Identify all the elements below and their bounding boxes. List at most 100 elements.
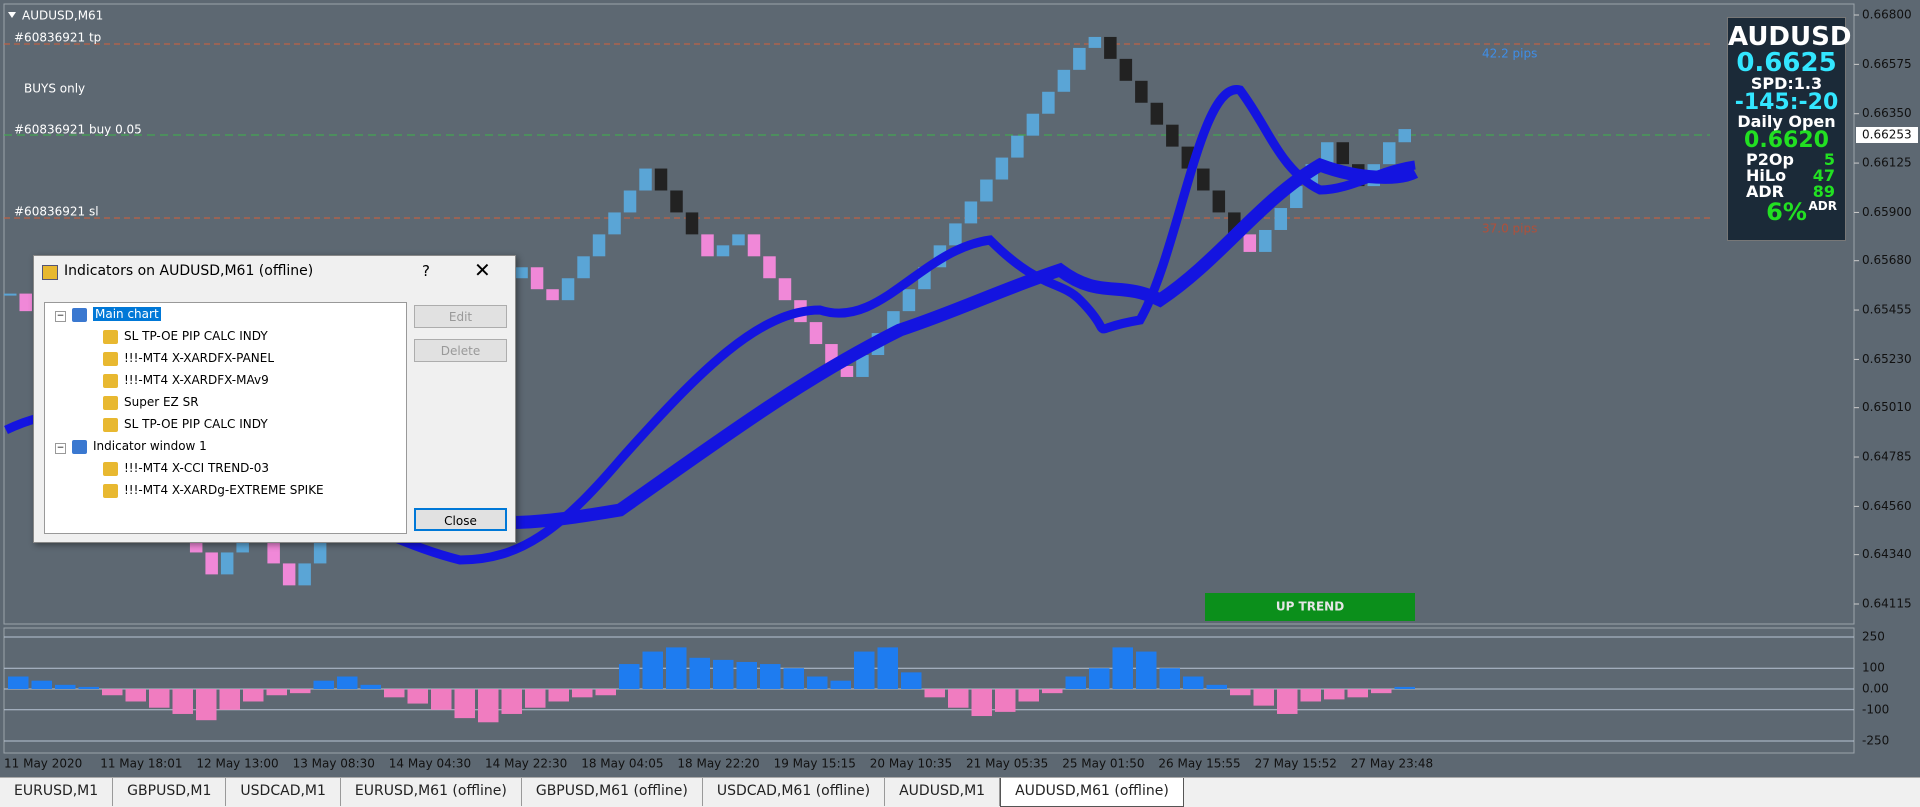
indicator-bar: [783, 668, 804, 689]
indicator-bar: [290, 689, 311, 694]
tp-label: #60836921 tp: [14, 31, 101, 45]
price-tick-label: 0.66575: [1862, 57, 1912, 71]
indicator-bar: [760, 664, 781, 689]
edit-button[interactable]: Edit: [414, 305, 507, 328]
brick: [1104, 36, 1117, 59]
brick: [1011, 135, 1024, 158]
brick: [205, 552, 218, 575]
time-label: 25 May 01:50: [1062, 757, 1144, 771]
brick: [747, 234, 761, 257]
indicator-name: SL TP-OE PIP CALC INDY: [124, 329, 268, 343]
brick: [964, 201, 978, 224]
panel-row-label: P2Op: [1746, 150, 1794, 169]
indicator-icon: [103, 373, 118, 388]
brick: [4, 293, 17, 296]
brick: [1119, 58, 1133, 81]
brick: [1197, 168, 1210, 191]
brick: [763, 256, 776, 279]
indicator-bar: [971, 689, 992, 717]
indicator-bar: [1253, 689, 1274, 706]
indicator-bar: [1394, 686, 1415, 689]
tree-group[interactable]: − Indicator window 1: [55, 437, 207, 455]
chart-tab[interactable]: USDCAD,M61 (offline): [703, 778, 886, 806]
tree-item[interactable]: Super EZ SR: [103, 393, 199, 411]
indicator-bar: [1300, 689, 1321, 702]
indicator-icon: [103, 395, 118, 410]
indicator-name: !!!-MT4 X-XARDFX-PANEL: [124, 351, 275, 365]
indicator-bar: [313, 680, 334, 689]
indicator-bar: [478, 689, 499, 723]
group-name: Main chart: [93, 307, 161, 321]
brick: [1026, 113, 1040, 136]
chart-tab[interactable]: AUDUSD,M61 (offline): [1000, 778, 1184, 807]
indicator-bar: [102, 689, 123, 696]
chart-tab[interactable]: GBPUSD,M1: [113, 778, 227, 806]
indicator-bar: [1183, 676, 1204, 689]
tree-item[interactable]: !!!-MT4 X-XARDFX-PANEL: [103, 349, 274, 367]
tree-item[interactable]: SL TP-OE PIP CALC INDY: [103, 415, 268, 433]
indicator-bar: [8, 676, 29, 689]
delete-button[interactable]: Delete: [414, 339, 507, 362]
indicator-bar: [55, 684, 76, 689]
indicator-bar: [854, 651, 875, 689]
panel-adr: 6% ADR: [1728, 200, 1845, 226]
brick: [716, 245, 730, 257]
indicator-bar: [830, 680, 851, 689]
panel-row-label: HiLo: [1746, 166, 1787, 185]
chart-tab[interactable]: GBPUSD,M61 (offline): [522, 778, 703, 806]
indicator-icon: [103, 461, 118, 476]
indicator-name: SL TP-OE PIP CALC INDY: [124, 417, 268, 431]
indicator-bar: [736, 661, 757, 689]
panel-rows: P2Op 5 HiLo 47 ADR 89: [1728, 152, 1845, 200]
brick: [608, 212, 621, 235]
chart-tab[interactable]: EURUSD,M61 (offline): [341, 778, 522, 806]
indicator-bar: [1324, 689, 1345, 700]
time-label: 12 May 13:00: [196, 757, 278, 771]
tree-item[interactable]: !!!-MT4 X-XARDFX-MAv9: [103, 371, 269, 389]
brick: [1088, 36, 1102, 48]
indicator-bar: [337, 676, 358, 689]
close-button[interactable]: Close: [414, 508, 507, 531]
chart-tab[interactable]: AUDUSD,M1: [885, 778, 1001, 806]
brick: [298, 563, 311, 586]
indicator-bar: [572, 689, 593, 698]
brick: [949, 223, 962, 246]
brick: [282, 563, 296, 586]
symbol-label: AUDUSD,M61: [22, 9, 103, 23]
indicator-bar: [901, 672, 922, 689]
indicator-bar: [525, 689, 546, 708]
tree-item[interactable]: !!!-MT4 X-XARDg-EXTREME SPIKE: [103, 481, 324, 499]
indicator-bar: [1065, 676, 1086, 689]
indicator-bar: [125, 689, 146, 702]
panel-row-value: 89: [1812, 182, 1835, 201]
indicator-bar: [1042, 689, 1063, 694]
close-x[interactable]: ✕: [474, 258, 491, 282]
trend-label: UP TREND: [1276, 600, 1344, 614]
price-tick-label: 0.65455: [1862, 303, 1912, 317]
brick: [623, 190, 637, 213]
ma-fast: [4, 85, 1416, 565]
tree-item[interactable]: SL TP-OE PIP CALC INDY: [103, 327, 268, 345]
indicator-bar: [877, 647, 898, 689]
help-button[interactable]: ?: [422, 262, 430, 280]
brick: [515, 267, 528, 279]
brick: [639, 168, 652, 191]
price-tick-label: 0.64340: [1862, 547, 1912, 561]
indicators-dialog: Indicators on AUDUSD,M61 (offline) ? ✕ −…: [33, 255, 516, 543]
indicator-bar: [1089, 668, 1110, 689]
brick: [577, 256, 590, 279]
indicator-icon: [103, 417, 118, 432]
time-label: 14 May 04:30: [389, 757, 471, 771]
price-tick-label: 0.64115: [1862, 597, 1912, 611]
trend-box: [1205, 593, 1415, 621]
indicator-name: !!!-MT4 X-XARDFX-MAv9: [124, 373, 269, 387]
tab-bar: EURUSD,M1 GBPUSD,M1 USDCAD,M1 EURUSD,M61 (o…: [0, 777, 1920, 807]
panel-adr-pct: 6%: [1766, 198, 1807, 226]
indicator-bar: [1230, 689, 1251, 696]
chart-tab[interactable]: USDCAD,M1: [226, 778, 341, 806]
indicator-bar: [924, 689, 945, 698]
chart-tab[interactable]: EURUSD,M1: [0, 778, 114, 806]
indicator-bar: [384, 689, 405, 698]
tree-group[interactable]: − Main chart: [55, 305, 161, 323]
tree-item[interactable]: !!!-MT4 X-CCI TREND-03: [103, 459, 269, 477]
